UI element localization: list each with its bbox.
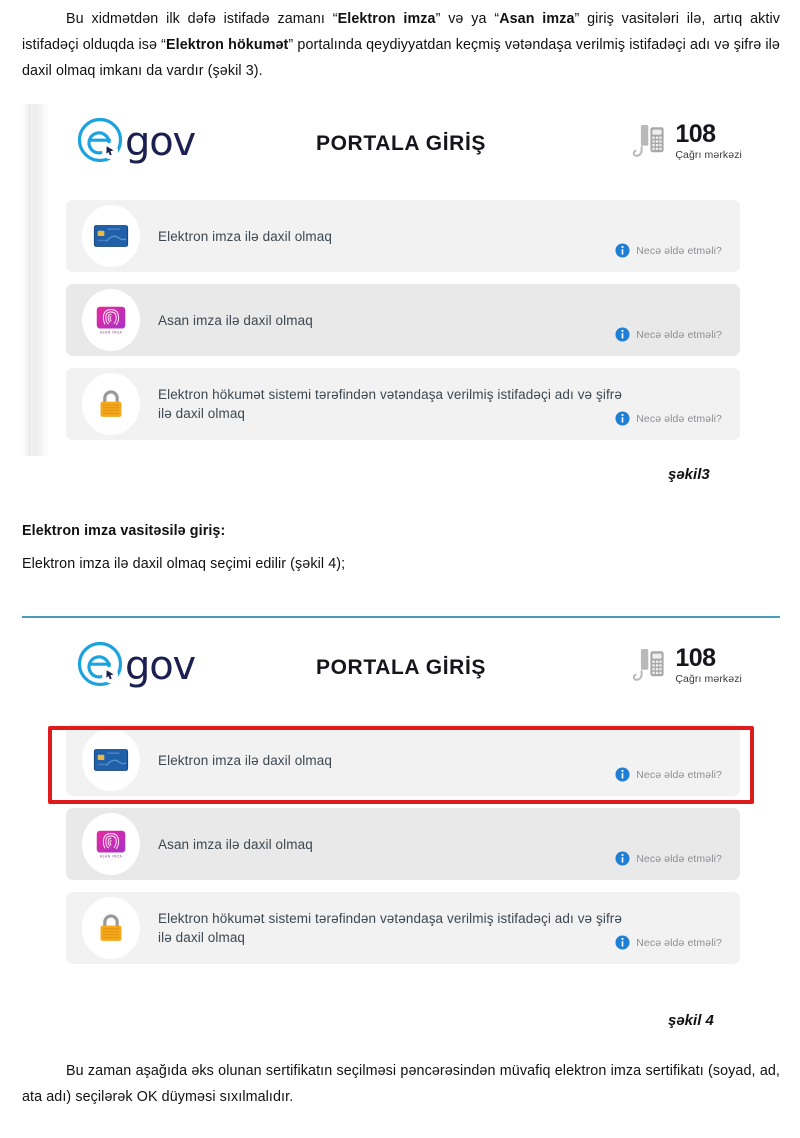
id-card-icon	[93, 225, 129, 247]
call-center-info: 108 Çağrı mərkəzi	[632, 646, 742, 685]
padlock-icon	[100, 390, 122, 417]
portal-header: gov PORTALA GİRİŞ 108 Çağrı mərkəzi	[22, 110, 780, 206]
login-options-list: Elektron imza ilə daxil olmaq Necə əldə …	[66, 200, 740, 452]
call-center-number: 108	[675, 120, 716, 148]
scan-artifact-strip	[22, 104, 48, 456]
figure-caption-4: şəkil 4	[668, 1012, 714, 1029]
option-icon-badge	[82, 729, 140, 791]
portal-title: PORTALA GİRİŞ	[316, 132, 486, 155]
telephone-icon	[633, 125, 664, 158]
option-icon-badge	[82, 373, 140, 435]
option-help-link[interactable]: Necə əldə etməli?	[615, 243, 722, 258]
option-help-text: Necə əldə etməli?	[636, 936, 722, 949]
option-label: Elektron hökumət sistemi tərəfindən vətə…	[158, 911, 623, 945]
option-label: Elektron hökumət sistemi tərəfindən vətə…	[158, 387, 623, 421]
info-icon	[615, 327, 630, 342]
option-help-text: Necə əldə etməli?	[636, 328, 722, 341]
telephone-icon	[633, 649, 664, 682]
option-help-text: Necə əldə etməli?	[636, 852, 722, 865]
closing-paragraph: Bu zaman aşağıda əks olunan sertifikatın…	[22, 1063, 780, 1105]
option-help-link[interactable]: Necə əldə etməli?	[615, 327, 722, 342]
option-label: Asan imza ilə daxil olmaq	[158, 836, 313, 852]
call-center-subtitle: Çağrı mərkəzi	[675, 149, 742, 161]
option-label: Elektron imza ilə daxil olmaq	[158, 228, 332, 244]
asan-imza-fingerprint-icon: ASAN IMZA	[96, 306, 126, 334]
option-icon-badge	[82, 897, 140, 959]
id-card-icon	[93, 749, 129, 771]
info-icon	[615, 411, 630, 426]
egov-logo-mark-icon	[77, 641, 123, 687]
padlock-icon	[100, 914, 122, 941]
option-help-text: Necə əldə etməli?	[636, 412, 722, 425]
option-icon-badge: ASAN IMZA	[82, 289, 140, 351]
portal-header: gov PORTALA GİRİŞ 108 Çağrı mərkəzi	[22, 634, 780, 730]
egov-logo-mark-icon	[77, 117, 123, 163]
login-option-electronic-signature[interactable]: Elektron imza ilə daxil olmaq Necə əldə …	[66, 724, 740, 796]
top-divider	[22, 616, 780, 618]
call-center-subtitle: Çağrı mərkəzi	[675, 673, 742, 685]
figure-3-screenshot: gov PORTALA GİRİŞ 108 Çağrı mərkəzi	[22, 104, 780, 456]
info-icon	[615, 935, 630, 950]
figure-4-screenshot: gov PORTALA GİRİŞ 108 Çağrı mərkəzi	[22, 616, 780, 998]
login-option-electronic-signature[interactable]: Elektron imza ilə daxil olmaq Necə əldə …	[66, 200, 740, 272]
intro-paragraph: Bu xidmətdən ilk dəfə istifadə zamanı “E…	[22, 11, 780, 79]
option-help-text: Necə əldə etməli?	[636, 244, 722, 257]
option-help-link[interactable]: Necə əldə etməli?	[615, 767, 722, 782]
login-option-asan-imza[interactable]: ASAN IMZA Asan imza ilə daxil olmaq Necə…	[66, 808, 740, 880]
login-option-asan-imza[interactable]: ASAN IMZA Asan imza ilə daxil olmaq Necə…	[66, 284, 740, 356]
option-icon-badge	[82, 205, 140, 267]
egov-logo[interactable]: gov	[76, 640, 196, 692]
portal-title: PORTALA GİRİŞ	[316, 656, 486, 679]
info-icon	[615, 767, 630, 782]
section-heading: Elektron imza vasitəsilə giriş:	[22, 523, 226, 539]
option-label: Asan imza ilə daxil olmaq	[158, 312, 313, 328]
login-option-username-password[interactable]: Elektron hökumət sistemi tərəfindən vətə…	[66, 368, 740, 440]
svg-text:ASAN IMZA: ASAN IMZA	[100, 854, 123, 858]
option-help-text: Necə əldə etməli?	[636, 768, 722, 781]
egov-logo[interactable]: gov	[76, 116, 196, 168]
option-help-link[interactable]: Necə əldə etməli?	[615, 411, 722, 426]
call-center-number: 108	[675, 644, 716, 672]
info-icon	[615, 243, 630, 258]
svg-text:ASAN IMZA: ASAN IMZA	[100, 330, 123, 334]
option-help-link[interactable]: Necə əldə etməli?	[615, 851, 722, 866]
call-center-info: 108 Çağrı mərkəzi	[632, 122, 742, 161]
option-help-link[interactable]: Necə əldə etməli?	[615, 935, 722, 950]
info-icon	[615, 851, 630, 866]
login-option-username-password[interactable]: Elektron hökumət sistemi tərəfindən vətə…	[66, 892, 740, 964]
egov-logo-word: gov	[125, 119, 196, 165]
asan-imza-fingerprint-icon: ASAN IMZA	[96, 830, 126, 858]
figure-caption-3: şəkil3	[668, 466, 710, 483]
login-options-list: Elektron imza ilə daxil olmaq Necə əldə …	[66, 724, 740, 976]
option-icon-badge: ASAN IMZA	[82, 813, 140, 875]
section-line: Elektron imza ilə daxil olmaq seçimi edi…	[22, 556, 346, 572]
option-label: Elektron imza ilə daxil olmaq	[158, 752, 332, 768]
egov-logo-word: gov	[125, 643, 196, 689]
